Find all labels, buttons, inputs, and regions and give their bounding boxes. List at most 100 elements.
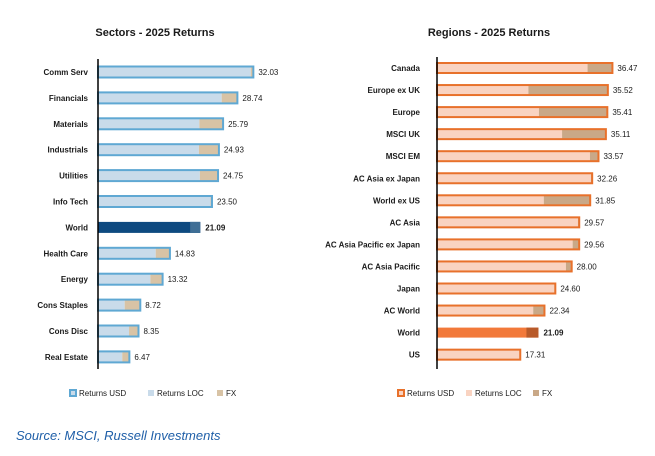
chart1-data-label: 6.47 (134, 353, 150, 362)
chart1-category-label: World (65, 223, 88, 232)
chart1-bar-loc (98, 273, 151, 285)
chart1-data-label: 21.09 (205, 223, 226, 232)
chart1-data-label: 28.74 (242, 94, 263, 103)
chart2-bar-loc (437, 173, 591, 184)
chart1-bar-fx (124, 299, 141, 311)
chart2-category-label: MSCI EM (386, 152, 421, 161)
chart2-bar-fx (528, 85, 608, 96)
chart1-bar-loc (98, 247, 156, 259)
chart2-category-label: Europe ex UK (368, 86, 421, 95)
chart2-data-label: 28.00 (577, 262, 598, 271)
chart2-data-label: 36.47 (617, 64, 638, 73)
chart2-legend-label: FX (542, 389, 553, 398)
chart2-bar-loc (437, 107, 539, 118)
chart1-bar-loc (98, 118, 200, 130)
chart1-bar-fx (221, 92, 238, 104)
chart2-category-label: AC Asia Pacific (362, 262, 421, 271)
chart1-bar-loc (98, 325, 130, 337)
chart1-data-label: 8.72 (145, 301, 161, 310)
chart1-bar-loc (98, 299, 125, 311)
chart2-bar-loc (437, 151, 590, 162)
chart2-legend-swatch (466, 390, 472, 396)
chart2-bar-highlight-fx (526, 327, 539, 338)
chart1-legend-label: Returns LOC (157, 389, 204, 398)
chart2-category-label: AC World (384, 307, 420, 316)
chart1-bar-loc (98, 351, 123, 363)
chart2-legend-swatch (397, 389, 405, 397)
chart1-category-label: Financials (49, 94, 89, 103)
chart2-bar-loc (437, 305, 534, 316)
chart1-category-label: Energy (61, 275, 89, 284)
chart1-category-label: Info Tech (53, 198, 88, 207)
chart2-data-label: 22.34 (549, 307, 570, 316)
chart2-category-label: US (409, 351, 421, 360)
chart2-category-label: Canada (391, 64, 420, 73)
chart1-category-label: Cons Disc (49, 327, 89, 336)
chart1-bar-fx (199, 118, 224, 130)
chart1-bar-highlight-fx (190, 221, 201, 233)
chart1-legend-label: FX (226, 389, 237, 398)
chart2-bar-loc (437, 283, 555, 294)
chart2-bar-loc (437, 85, 529, 96)
chart1-category-label: Materials (53, 120, 88, 129)
chart1-category-label: Health Care (44, 249, 89, 258)
chart2-data-label: 35.52 (613, 86, 634, 95)
chart1-data-label: 14.83 (175, 249, 196, 258)
chart2-bar-loc (437, 217, 578, 228)
chart2-bar-loc (437, 195, 544, 206)
chart1-legend-swatch (217, 390, 223, 396)
chart1-data-label: 32.03 (258, 68, 279, 77)
chart1-data-label: 23.50 (217, 198, 238, 207)
chart1-legend-swatch (148, 390, 154, 396)
chart1-bar-loc (98, 144, 199, 156)
chart2-data-label: 35.11 (611, 130, 631, 139)
chart2-category-label: MSCI UK (386, 130, 420, 139)
chart2-category-label: World (397, 329, 420, 338)
chart1-data-label: 24.75 (223, 172, 244, 181)
chart1-bar-fx (122, 351, 130, 363)
source-note: Source: MSCI, Russell Investments (16, 428, 221, 443)
chart1-category-label: Utilities (59, 172, 88, 181)
chart1-bar-fx (155, 247, 170, 259)
chart1-bar-loc (98, 196, 211, 207)
chart2-legend-label: Returns LOC (475, 389, 522, 398)
chart1-bar-loc (98, 92, 222, 104)
chart1-bar-fx (150, 273, 163, 285)
chart2-bar-fx (538, 107, 608, 118)
chart1-legend-label: Returns USD (79, 389, 126, 398)
chart2-data-label: 29.57 (584, 218, 605, 227)
chart1-bar-fx (199, 170, 219, 182)
chart1-category-label: Industrials (48, 146, 89, 155)
chart2-title: Regions - 2025 Returns (428, 27, 550, 39)
chart2-bar-fx (543, 195, 591, 206)
chart2-bar-fx (572, 239, 580, 250)
chart1-bar-loc (98, 66, 251, 78)
chart1-title: Sectors - 2025 Returns (95, 27, 214, 39)
chart2-category-label: Japan (397, 285, 420, 294)
chart2-data-label: 17.31 (525, 351, 546, 360)
chart2-legend-swatch (533, 390, 539, 396)
chart2-bar-loc (437, 63, 588, 73)
chart1-data-label: 8.35 (143, 327, 159, 336)
chart2-category-label: Europe (392, 108, 420, 117)
chart2-category-label: AC Asia Pacific ex Japan (325, 240, 420, 249)
chart1-bar-fx (250, 66, 254, 78)
chart2-data-label: 35.41 (612, 108, 633, 117)
chart2-bar-fx (565, 261, 572, 272)
chart2-data-label: 31.85 (595, 196, 616, 205)
chart2-bar-fx (533, 305, 545, 316)
chart2-category-label: AC Asia (390, 218, 421, 227)
chart1-bar-loc (98, 170, 200, 182)
chart1-data-label: 24.93 (224, 146, 245, 155)
chart2-bar-fx (589, 151, 599, 162)
chart1-legend-swatch (69, 389, 77, 397)
chart1-category-label: Cons Staples (37, 301, 88, 310)
chart2-bar-fx (562, 129, 606, 140)
chart2-bar-loc (437, 261, 566, 272)
chart2-bar-loc (437, 129, 563, 140)
chart2-legend-label: Returns USD (407, 389, 454, 398)
chart2-category-label: AC Asia ex Japan (353, 174, 420, 183)
chart2-data-label: 24.60 (560, 285, 581, 294)
chart2-data-label: 33.57 (603, 152, 624, 161)
